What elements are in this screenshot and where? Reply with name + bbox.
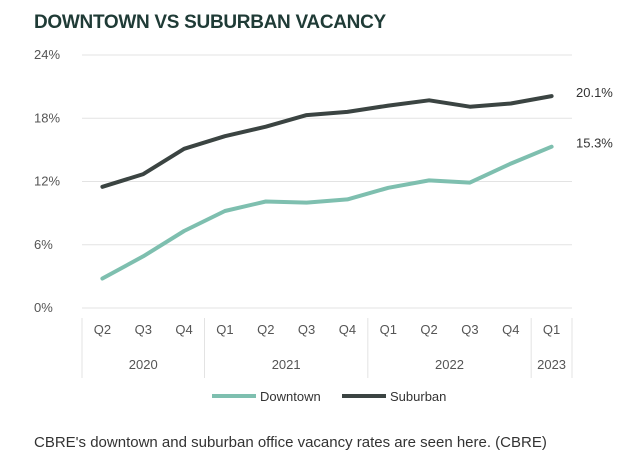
gridlines — [82, 54, 572, 309]
year-label: 2021 — [272, 357, 301, 372]
y-tick-label: 6% — [34, 237, 53, 252]
end-label-suburban: 20.1% — [576, 85, 613, 100]
x-tick-label: Q4 — [175, 322, 192, 337]
y-tick-label: 18% — [34, 110, 60, 125]
end-label-downtown: 15.3% — [576, 136, 613, 151]
end-labels: 15.3% 20.1% — [576, 85, 613, 151]
series-line-downtown — [100, 144, 554, 281]
legend-label-downtown: Downtown — [260, 389, 321, 404]
y-tick-label: 12% — [34, 174, 60, 189]
x-tick-label: Q3 — [298, 322, 315, 337]
x-tick-label: Q2 — [94, 322, 111, 337]
year-label: 2023 — [537, 357, 566, 372]
y-tick-label: 24% — [34, 47, 60, 62]
series-line-suburban — [100, 94, 554, 189]
y-tick-label: 0% — [34, 300, 53, 315]
chart-title: DOWNTOWN VS SUBURBAN VACANCY — [34, 12, 386, 33]
legend-label-suburban: Suburban — [390, 389, 446, 404]
year-label: 2022 — [435, 357, 464, 372]
caption: CBRE's downtown and suburban office vaca… — [34, 434, 547, 451]
line-chart: 0% 6% 12% 18% 24% Q2 Q3 Q4 Q1 Q2 Q3 Q4 Q1 Q2 Q3 Q4 Q1 20… — [34, 47, 613, 404]
x-tick-label: Q3 — [135, 322, 152, 337]
x-tick-label: Q1 — [216, 322, 233, 337]
x-axis: Q2 Q3 Q4 Q1 Q2 Q3 Q4 Q1 Q2 Q3 Q4 Q1 2020 2021 2022 2023 — [81, 318, 573, 378]
y-axis-ticks: 0% 6% 12% 18% 24% — [34, 47, 60, 315]
series-lines — [100, 94, 554, 281]
x-tick-label: Q3 — [461, 322, 478, 337]
x-tick-label: Q4 — [339, 322, 356, 337]
year-label: 2020 — [129, 357, 158, 372]
x-tick-label: Q1 — [543, 322, 560, 337]
x-tick-label: Q4 — [502, 322, 519, 337]
legend: Downtown Suburban — [212, 389, 446, 404]
x-tick-label: Q2 — [420, 322, 437, 337]
x-tick-label: Q1 — [380, 322, 397, 337]
x-tick-label: Q2 — [257, 322, 274, 337]
